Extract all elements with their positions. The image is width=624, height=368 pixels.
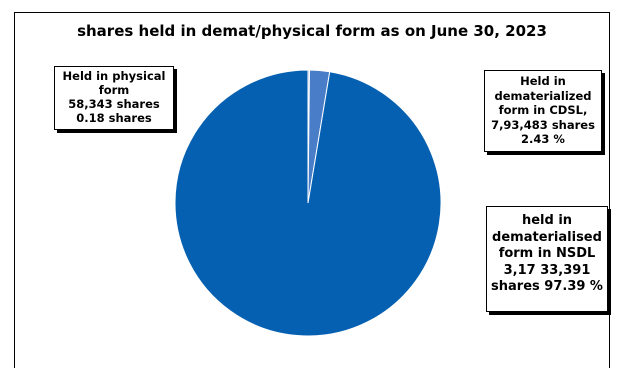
nsdl-slice <box>174 69 442 337</box>
cdsl-form-label: Held in dematerialized form in CDSL, 7,9… <box>484 70 602 152</box>
chart-frame <box>14 12 610 368</box>
physical-form-label: Held in physical form 58,343 shares 0.18… <box>54 66 174 130</box>
nsdl-form-label: held in dematerialised form in NSDL 3,17… <box>486 206 608 312</box>
chart-title: shares held in demat/physical form as on… <box>77 22 547 40</box>
